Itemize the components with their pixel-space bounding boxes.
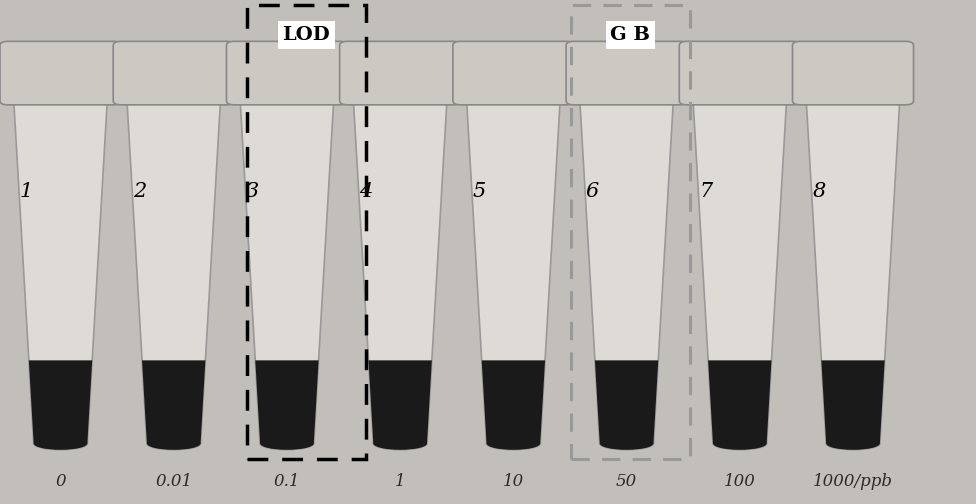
Polygon shape	[29, 360, 92, 444]
Polygon shape	[125, 66, 223, 444]
Bar	[247, 5, 366, 459]
FancyBboxPatch shape	[113, 41, 234, 105]
Ellipse shape	[487, 437, 541, 450]
Text: 1000/ppb: 1000/ppb	[813, 473, 893, 490]
Text: 3: 3	[246, 182, 260, 201]
Polygon shape	[709, 360, 771, 444]
Ellipse shape	[691, 59, 789, 72]
Ellipse shape	[465, 59, 562, 72]
Text: LOD: LOD	[283, 26, 330, 44]
Ellipse shape	[826, 437, 880, 450]
Ellipse shape	[712, 437, 767, 450]
FancyBboxPatch shape	[679, 41, 800, 105]
Polygon shape	[369, 360, 431, 444]
FancyBboxPatch shape	[0, 41, 121, 105]
FancyBboxPatch shape	[340, 41, 461, 105]
Text: 1: 1	[395, 473, 405, 490]
Polygon shape	[804, 66, 902, 444]
Ellipse shape	[33, 437, 88, 450]
Text: 8: 8	[812, 182, 826, 201]
Ellipse shape	[578, 59, 675, 72]
Ellipse shape	[599, 437, 654, 450]
Text: G B: G B	[611, 26, 650, 44]
Polygon shape	[482, 360, 545, 444]
Ellipse shape	[260, 437, 313, 450]
Ellipse shape	[804, 59, 902, 72]
Text: 0: 0	[56, 473, 65, 490]
Text: 50: 50	[616, 473, 637, 490]
Ellipse shape	[712, 437, 767, 450]
Ellipse shape	[373, 437, 427, 450]
Ellipse shape	[351, 59, 449, 72]
Text: 6: 6	[586, 182, 599, 201]
Ellipse shape	[373, 437, 427, 450]
Text: 4: 4	[359, 182, 373, 201]
Text: 0.1: 0.1	[273, 473, 301, 490]
FancyBboxPatch shape	[226, 41, 347, 105]
Polygon shape	[12, 66, 109, 444]
Ellipse shape	[146, 437, 201, 450]
Text: 1: 1	[20, 182, 33, 201]
Ellipse shape	[146, 437, 201, 450]
Text: 2: 2	[133, 182, 146, 201]
Text: 7: 7	[699, 182, 712, 201]
FancyBboxPatch shape	[566, 41, 687, 105]
Ellipse shape	[238, 59, 336, 72]
Polygon shape	[142, 360, 205, 444]
Ellipse shape	[125, 59, 223, 72]
Ellipse shape	[487, 437, 541, 450]
FancyBboxPatch shape	[453, 41, 574, 105]
Text: 5: 5	[472, 182, 486, 201]
Polygon shape	[822, 360, 884, 444]
Ellipse shape	[599, 437, 654, 450]
Ellipse shape	[826, 437, 880, 450]
Ellipse shape	[260, 437, 313, 450]
Polygon shape	[238, 66, 336, 444]
Text: 0.01: 0.01	[155, 473, 192, 490]
Polygon shape	[351, 66, 449, 444]
Polygon shape	[691, 66, 789, 444]
Text: 10: 10	[503, 473, 524, 490]
Polygon shape	[578, 66, 675, 444]
Polygon shape	[595, 360, 658, 444]
Text: 100: 100	[724, 473, 755, 490]
Ellipse shape	[33, 437, 88, 450]
Polygon shape	[465, 66, 562, 444]
Polygon shape	[256, 360, 318, 444]
Bar	[571, 5, 690, 459]
FancyBboxPatch shape	[793, 41, 914, 105]
Ellipse shape	[12, 59, 109, 72]
